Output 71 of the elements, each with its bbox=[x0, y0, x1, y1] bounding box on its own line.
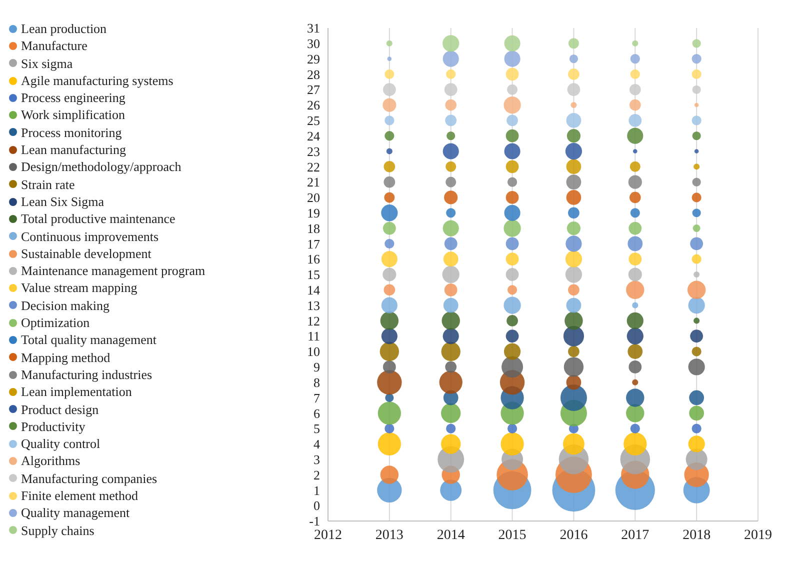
y-tick-label: 10 bbox=[307, 344, 320, 360]
legend-label: Product design bbox=[21, 400, 99, 418]
y-tick-label: 20 bbox=[307, 190, 320, 206]
legend-label: Decision making bbox=[21, 296, 110, 314]
y-tick-label: 9 bbox=[314, 360, 320, 375]
legend-label: Manufacture bbox=[21, 37, 88, 55]
y-tick-label: 30 bbox=[307, 36, 320, 52]
x-tick-label: 2019 bbox=[744, 528, 772, 543]
legend-label: Finite element method bbox=[21, 487, 138, 504]
legend-label: Manufacturing companies bbox=[21, 470, 158, 488]
y-tick-label: 6 bbox=[314, 406, 320, 421]
y-tick-label: 14 bbox=[307, 282, 320, 298]
y-tick-label: 18 bbox=[307, 220, 320, 236]
y-tick-label: 1 bbox=[314, 482, 320, 498]
y-tick-label: 2 bbox=[314, 467, 320, 482]
y-tick-label: 22 bbox=[307, 159, 320, 174]
y-tick-label: 15 bbox=[307, 267, 320, 282]
x-tick-label: 2015 bbox=[498, 528, 526, 543]
y-tick-label: 21 bbox=[307, 174, 320, 190]
x-tick-label: 2018 bbox=[682, 528, 711, 543]
legend-label: Supply chains bbox=[21, 522, 94, 539]
legend-label: Lean Six Sigma bbox=[21, 192, 104, 210]
legend-label: Optimization bbox=[21, 314, 90, 332]
legend-label: Agile manufacturing systems bbox=[21, 72, 174, 90]
legend-label: Six sigma bbox=[21, 54, 73, 72]
y-tick-label: 3 bbox=[314, 452, 320, 467]
legend-label: Sustainable development bbox=[21, 244, 152, 262]
y-tick-label: 7 bbox=[314, 390, 320, 406]
y-tick-label: 28 bbox=[307, 66, 320, 82]
y-tick-label: 13 bbox=[307, 298, 320, 313]
legend-label: Mapping method bbox=[21, 348, 110, 366]
y-tick-label: 5 bbox=[314, 421, 320, 436]
x-tick-label: 2013 bbox=[375, 528, 404, 543]
y-tick-label: 12 bbox=[307, 313, 320, 328]
legend-label: Lean implementation bbox=[21, 383, 132, 401]
legend-label: Lean manufacturing bbox=[21, 141, 126, 158]
legend-label: Work simplification bbox=[21, 106, 126, 124]
y-tick-label: -1 bbox=[309, 514, 320, 529]
legend-label: Process monitoring bbox=[21, 124, 122, 142]
x-tick-label: 2017 bbox=[621, 528, 650, 543]
y-tick-label: 31 bbox=[307, 20, 320, 36]
legend-label: Value stream mapping bbox=[21, 279, 138, 297]
legend-label: Process engineering bbox=[21, 89, 126, 106]
legend-label: Productivity bbox=[21, 418, 86, 436]
x-tick-label: 2014 bbox=[436, 528, 465, 543]
legend-label: Manufacturing industries bbox=[21, 366, 152, 384]
y-tick-label: 25 bbox=[307, 113, 320, 128]
legend-label: Maintenance management program bbox=[21, 262, 206, 280]
legend-label: Algorithms bbox=[21, 452, 80, 470]
y-tick-label: 4 bbox=[314, 436, 320, 452]
legend-label: Design/methodology/approach bbox=[21, 158, 182, 176]
y-tick-label: 24 bbox=[307, 128, 320, 144]
y-tick-label: 19 bbox=[307, 205, 320, 220]
y-tick-label: 26 bbox=[307, 98, 320, 113]
y-tick-label: 0 bbox=[314, 498, 320, 514]
y-tick-label: 16 bbox=[307, 252, 320, 267]
legend-label: Strain rate bbox=[21, 176, 75, 193]
legend-label: Total quality management bbox=[21, 331, 157, 349]
legend-label: Continuous improvements bbox=[21, 228, 159, 245]
y-tick-label: 11 bbox=[307, 328, 320, 344]
y-tick-label: 29 bbox=[307, 51, 320, 66]
legend-label: Quality control bbox=[21, 435, 100, 452]
legend-label: Lean production bbox=[21, 20, 107, 38]
legend-label: Total productive maintenance bbox=[21, 210, 176, 228]
x-tick-label: 2016 bbox=[560, 528, 588, 543]
x-tick-label: 2012 bbox=[314, 528, 342, 543]
y-tick-label: 8 bbox=[314, 374, 320, 390]
y-tick-label: 23 bbox=[307, 144, 320, 159]
y-tick-label: 27 bbox=[307, 82, 320, 98]
y-tick-label: 17 bbox=[307, 236, 320, 252]
legend-label: Quality management bbox=[21, 504, 130, 522]
